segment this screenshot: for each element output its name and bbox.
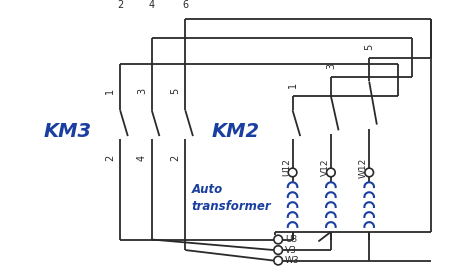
Text: 2: 2: [117, 0, 123, 10]
Text: 6: 6: [182, 0, 188, 10]
Text: 3: 3: [137, 88, 147, 94]
Text: 2: 2: [105, 155, 115, 161]
Text: W12: W12: [359, 158, 368, 178]
Text: 1: 1: [288, 82, 298, 88]
Text: 1: 1: [105, 88, 115, 94]
Text: 2: 2: [171, 155, 181, 161]
Text: V3: V3: [285, 246, 297, 255]
Text: 5: 5: [171, 88, 181, 94]
Text: KM2: KM2: [211, 122, 259, 141]
Text: KM3: KM3: [44, 122, 91, 141]
Text: 4: 4: [137, 155, 147, 161]
Text: 3: 3: [326, 63, 336, 69]
Text: Auto
transformer: Auto transformer: [192, 183, 272, 213]
Text: 4: 4: [149, 0, 155, 10]
Text: U3: U3: [285, 235, 297, 244]
Text: W3: W3: [285, 256, 300, 265]
Text: 5: 5: [364, 44, 374, 50]
Text: U12: U12: [283, 158, 292, 176]
Text: V12: V12: [320, 158, 329, 176]
